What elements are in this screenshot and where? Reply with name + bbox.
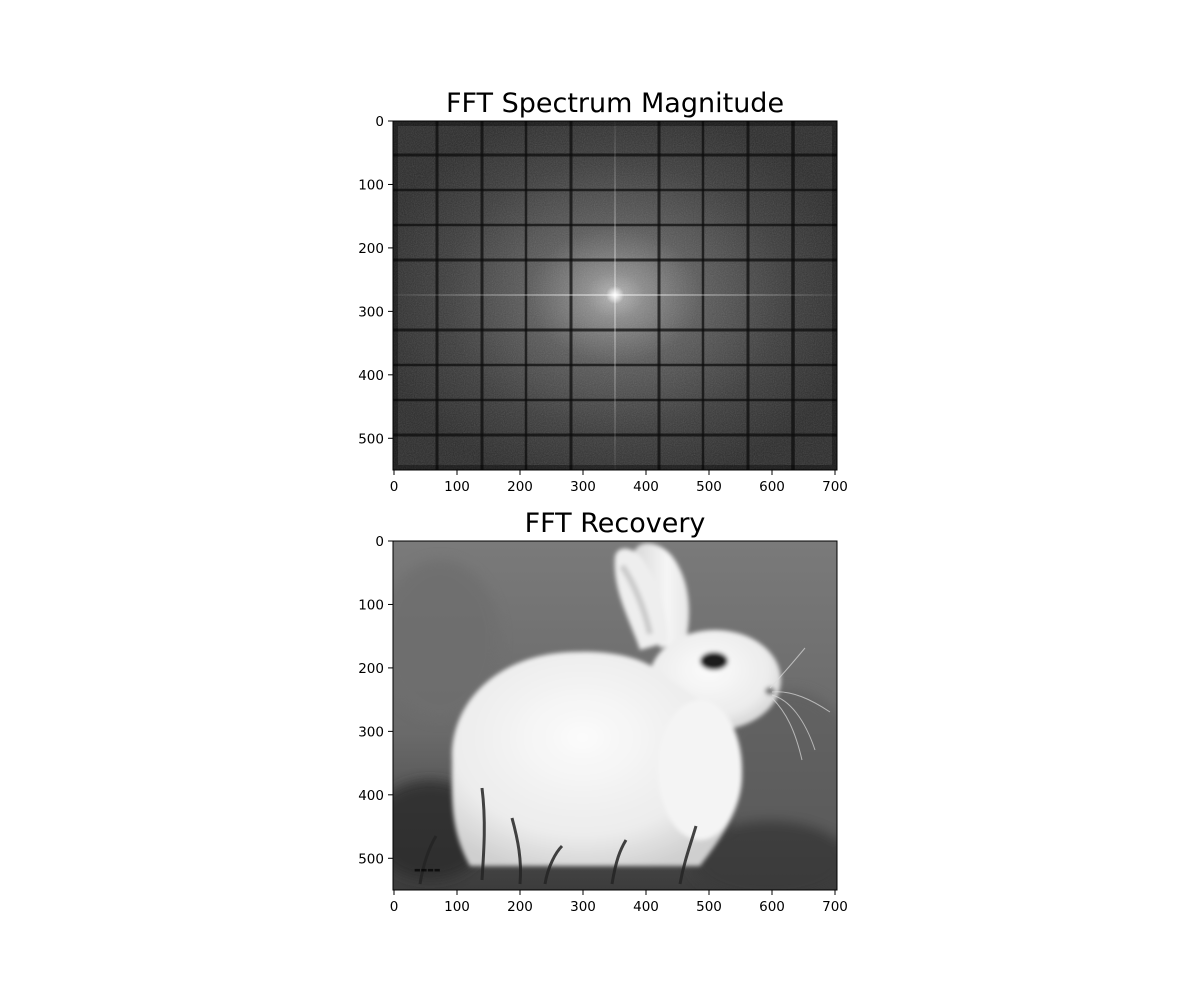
spectrum-ticks: 0 100 200 300 400 500 600 700 0 100 200 300 400 500 xyxy=(358,114,848,495)
x-tick-label: 400 xyxy=(633,899,659,915)
x-tick-label: 700 xyxy=(822,899,848,915)
spectrum-panel: FFT Spectrum Magnitude xyxy=(358,88,848,495)
x-tick-label: 100 xyxy=(444,479,470,495)
rabbit-shape xyxy=(451,543,781,866)
y-tick-label: 300 xyxy=(358,304,384,320)
spectrum-image xyxy=(393,121,837,470)
x-tick-label: 400 xyxy=(633,479,659,495)
recovery-image: ▬▬▬▬ xyxy=(393,541,837,890)
x-tick-label: 600 xyxy=(759,479,785,495)
recovery-ticks: 0 100 200 300 400 500 600 700 0 100 200 300 400 500 xyxy=(358,534,848,915)
x-tick-label: 300 xyxy=(570,899,596,915)
x-tick-label: 0 xyxy=(390,899,399,915)
x-tick-label: 200 xyxy=(507,479,533,495)
x-tick-label: 300 xyxy=(570,479,596,495)
y-tick-label: 200 xyxy=(358,661,384,677)
watermark: ▬▬▬▬ xyxy=(414,866,440,874)
x-tick-label: 200 xyxy=(507,899,533,915)
y-tick-label: 300 xyxy=(358,724,384,740)
x-tick-label: 100 xyxy=(444,899,470,915)
y-tick-label: 100 xyxy=(358,177,384,193)
whiskers xyxy=(769,647,831,761)
y-tick-label: 500 xyxy=(358,431,384,447)
y-tick-label: 400 xyxy=(358,368,384,384)
recovery-panel: FFT Recovery xyxy=(358,508,848,915)
recovery-axes-frame xyxy=(392,540,838,891)
y-tick-label: 100 xyxy=(358,597,384,613)
spectrum-axes-frame xyxy=(392,120,838,471)
grass-blades xyxy=(418,787,698,885)
y-tick-label: 500 xyxy=(358,851,384,867)
y-tick-label: 200 xyxy=(358,241,384,257)
y-tick-label: 0 xyxy=(375,114,384,130)
y-tick-label: 400 xyxy=(358,788,384,804)
recovery-title: FFT Recovery xyxy=(525,508,706,539)
x-tick-label: 0 xyxy=(390,479,399,495)
x-tick-label: 700 xyxy=(822,479,848,495)
x-tick-label: 500 xyxy=(696,899,722,915)
y-tick-label: 0 xyxy=(375,534,384,550)
spectrum-title: FFT Spectrum Magnitude xyxy=(446,88,784,119)
x-tick-label: 500 xyxy=(696,479,722,495)
x-tick-label: 600 xyxy=(759,899,785,915)
